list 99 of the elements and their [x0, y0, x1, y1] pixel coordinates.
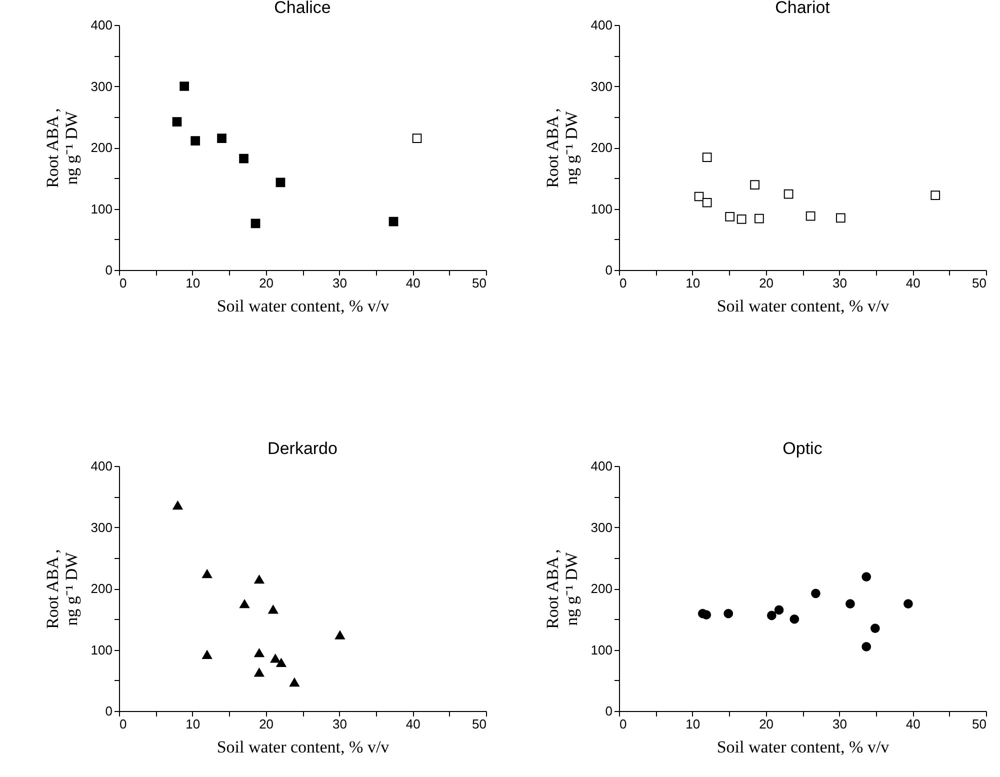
point [702, 198, 712, 208]
point [412, 134, 422, 143]
point [240, 599, 250, 608]
y-tick-label: 0 [605, 262, 612, 278]
y-tick-label: 400 [90, 458, 112, 474]
x-axis-title: Soil water content, % v/v [216, 296, 390, 316]
x-axis-title: Soil water content, % v/v [216, 738, 390, 756]
y-tick-label: 100 [590, 642, 612, 658]
x-axis-title: Soil water content, % v/v [716, 296, 890, 316]
y-tick-label: 200 [90, 581, 112, 596]
y-axis-title: Root ABA , ng g⁻¹ DW [542, 549, 581, 629]
point [694, 192, 704, 202]
point [754, 214, 764, 224]
chart-title: Chalice [274, 0, 331, 17]
x-tick-label: 30 [332, 276, 347, 290]
point [289, 678, 300, 687]
x-tick-label: 40 [406, 716, 420, 732]
x-tick-label: 10 [686, 716, 700, 732]
point [904, 599, 913, 608]
x-tick-label: 10 [186, 276, 200, 290]
point [254, 668, 264, 677]
point [202, 650, 212, 660]
y-tick-label: 0 [605, 704, 612, 718]
x-tick-label: 40 [906, 276, 920, 290]
point [239, 154, 248, 164]
point [766, 610, 776, 620]
y-tick-label: 100 [590, 201, 612, 216]
point [870, 624, 880, 633]
y-axis-title: Root ABA , ng g⁻¹ DW [42, 549, 81, 629]
x-tick-label: 30 [332, 716, 347, 732]
x-tick-label: 40 [906, 716, 920, 732]
point [811, 588, 820, 598]
point [750, 180, 760, 190]
y-tick-label: 100 [90, 642, 112, 658]
point [276, 658, 286, 667]
point [202, 569, 212, 578]
point [172, 500, 183, 510]
point [862, 572, 872, 582]
point [172, 117, 182, 126]
x-tick-label: 0 [620, 716, 627, 732]
chart-title: Chariot [775, 0, 830, 17]
point [180, 82, 190, 91]
point [836, 213, 846, 223]
y-tick-label: 0 [105, 704, 112, 718]
y-tick-label: 200 [590, 581, 612, 596]
y-tick-label: 100 [90, 201, 112, 216]
point [846, 599, 855, 608]
point [862, 642, 872, 652]
point [790, 614, 800, 624]
x-tick-label: 30 [832, 276, 847, 290]
point [250, 218, 260, 228]
point [774, 605, 784, 615]
point [276, 178, 286, 188]
x-tick-label: 50 [472, 276, 486, 290]
y-axis-title: Root ABA , ng g⁻¹ DW [42, 108, 81, 188]
y-tick-label: 400 [590, 458, 612, 474]
point [724, 608, 734, 618]
point [388, 216, 398, 226]
x-tick-label: 10 [686, 276, 700, 290]
y-tick-label: 400 [90, 18, 112, 32]
point [702, 152, 712, 162]
y-tick-label: 300 [590, 78, 612, 94]
point [254, 574, 264, 584]
y-tick-label: 0 [105, 262, 112, 278]
chart-title: Optic [782, 439, 823, 458]
x-tick-label: 40 [406, 276, 420, 290]
x-tick-label: 20 [759, 716, 774, 732]
x-tick-label: 20 [259, 716, 274, 732]
point [930, 190, 940, 200]
point [806, 211, 816, 221]
point [725, 212, 735, 222]
point [736, 214, 746, 224]
y-tick-label: 400 [590, 18, 612, 32]
x-tick-label: 20 [259, 276, 274, 290]
point [702, 610, 712, 620]
y-tick-label: 300 [90, 520, 112, 535]
point [268, 604, 278, 614]
y-tick-label: 300 [90, 78, 112, 94]
x-axis-title: Soil water content, % v/v [716, 738, 890, 756]
y-axis-title: Root ABA , ng g⁻¹ DW [542, 108, 581, 188]
y-tick-label: 300 [590, 520, 612, 535]
x-tick-label: 0 [620, 276, 627, 290]
point [334, 630, 345, 640]
x-tick-label: 0 [120, 716, 127, 732]
point [217, 134, 226, 143]
point [270, 654, 280, 663]
x-tick-label: 50 [972, 716, 986, 732]
x-tick-label: 50 [472, 716, 486, 732]
y-tick-label: 200 [90, 140, 112, 155]
chart-title: Derkardo [268, 439, 338, 458]
y-tick-label: 200 [590, 140, 612, 155]
x-tick-label: 0 [120, 276, 127, 290]
x-tick-label: 30 [832, 716, 847, 732]
point [784, 189, 794, 199]
x-tick-label: 20 [759, 276, 774, 290]
x-tick-label: 50 [972, 276, 986, 290]
point [254, 648, 264, 658]
x-tick-label: 10 [186, 716, 200, 732]
point [190, 136, 200, 146]
